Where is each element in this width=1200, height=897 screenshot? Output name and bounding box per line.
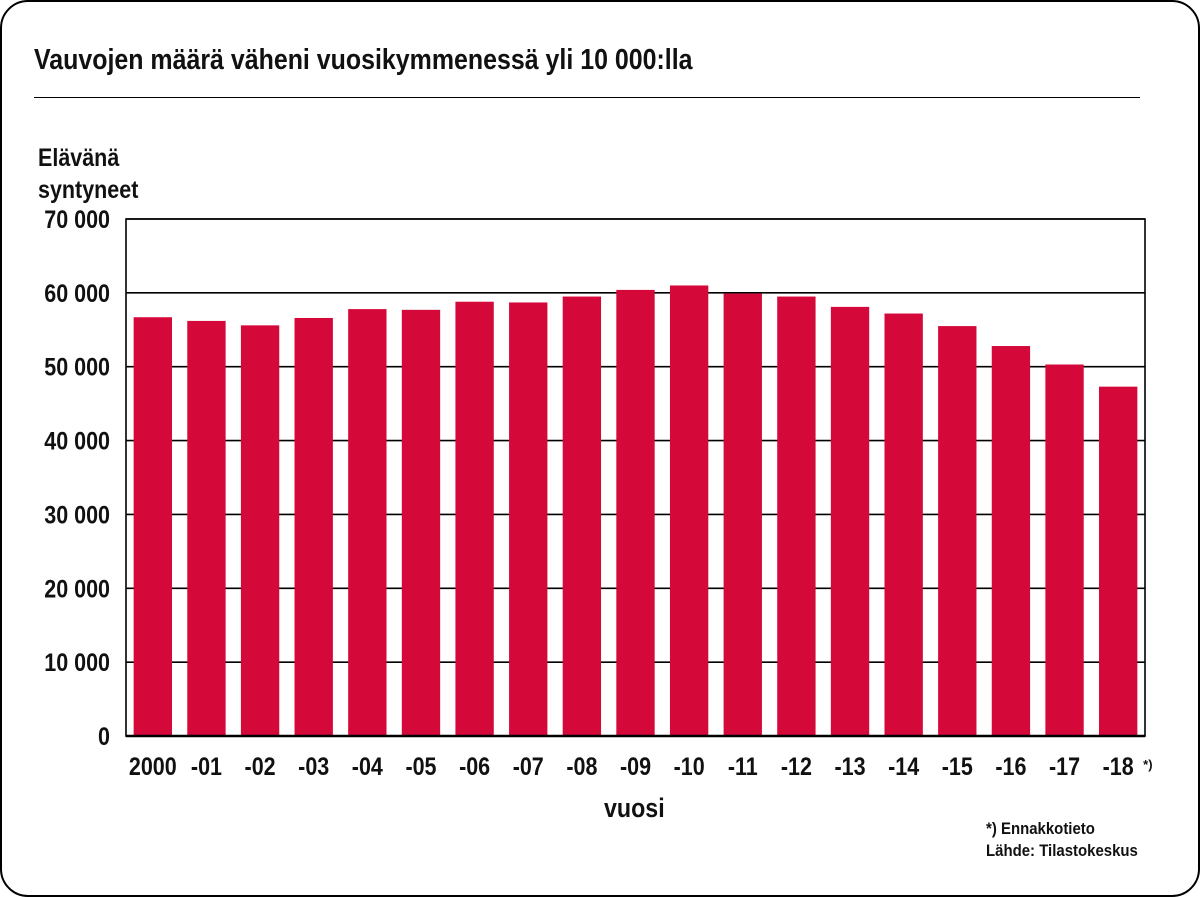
bar bbox=[133, 317, 172, 736]
x-tick-label: -10 bbox=[674, 752, 705, 780]
y-tick-label: 20 000 bbox=[44, 575, 110, 603]
x-tick-label: -11 bbox=[728, 752, 758, 780]
x-tick-label: -08 bbox=[566, 752, 597, 780]
bar bbox=[401, 309, 441, 736]
x-tick-label: -06 bbox=[459, 752, 490, 780]
bar bbox=[777, 296, 816, 736]
y-tick-label: 70 000 bbox=[44, 205, 110, 233]
x-tick-label: 2000 bbox=[129, 752, 177, 780]
y-tick-label: 30 000 bbox=[44, 501, 110, 529]
x-tick-label: -13 bbox=[835, 752, 866, 780]
x-tick-label: -07 bbox=[513, 752, 544, 780]
bar bbox=[348, 309, 387, 736]
y-tick-label: 60 000 bbox=[44, 279, 110, 307]
y-axis-label-line-2: syntyneet bbox=[38, 176, 139, 204]
x-tick-label: -03 bbox=[298, 752, 329, 780]
x-tick-label: -18 bbox=[1103, 752, 1134, 780]
bar bbox=[830, 306, 870, 736]
y-axis-label: Elävänä syntyneet bbox=[38, 142, 138, 206]
x-tick-label: -16 bbox=[995, 752, 1026, 780]
x-tick-labels: 2000 -01 -02 -03 -04 -05 -06 -07 -08 -09 -10 -11 -12… bbox=[129, 752, 1153, 780]
bar bbox=[294, 317, 333, 736]
bar bbox=[187, 320, 226, 736]
x-axis-label: vuosi bbox=[604, 793, 665, 823]
x-tick-label: -12 bbox=[781, 752, 812, 780]
y-tick-label: 50 000 bbox=[44, 353, 110, 381]
bars bbox=[133, 285, 1138, 736]
x-tick-label: -02 bbox=[245, 752, 276, 780]
bar bbox=[884, 313, 923, 736]
footnote-source: Lähde: Tilastokeskus bbox=[986, 841, 1138, 860]
x-tick-label: -05 bbox=[405, 752, 436, 780]
x-tick-label: -15 bbox=[942, 752, 973, 780]
y-tick-labels: 0 10 000 20 000 30 000 40 000 50 000 60 000 70 … bbox=[44, 205, 110, 750]
bar bbox=[991, 346, 1031, 736]
bar bbox=[669, 285, 709, 736]
bar bbox=[616, 289, 655, 736]
title-divider bbox=[34, 97, 1140, 98]
bar bbox=[509, 302, 548, 736]
y-tick-label: 0 bbox=[98, 722, 110, 750]
bar bbox=[723, 293, 762, 736]
x-tick-label: -14 bbox=[888, 752, 919, 780]
x-tick-footnote-mark: *) bbox=[1143, 757, 1152, 772]
footnote-preliminary: *) Ennakkotieto bbox=[986, 819, 1095, 838]
bar bbox=[240, 325, 280, 736]
bar bbox=[938, 326, 977, 736]
x-tick-label: -01 bbox=[191, 752, 222, 780]
axes bbox=[125, 218, 1146, 738]
bar bbox=[1099, 386, 1138, 736]
bar bbox=[562, 296, 602, 736]
y-tick-label: 10 000 bbox=[44, 649, 110, 677]
footnotes: *) Ennakkotieto Lähde: Tilastokeskus bbox=[986, 818, 1138, 862]
x-tick-label: -09 bbox=[620, 752, 651, 780]
x-tick-label: -04 bbox=[352, 752, 383, 780]
chart-title: Vauvojen määrä väheni vuosikymmenessä yl… bbox=[34, 44, 693, 76]
bar bbox=[1045, 364, 1084, 736]
y-tick-label: 40 000 bbox=[44, 427, 110, 455]
y-axis-label-line-1: Elävänä bbox=[38, 144, 120, 172]
bar bbox=[455, 301, 494, 736]
x-tick-label: -17 bbox=[1049, 752, 1080, 780]
